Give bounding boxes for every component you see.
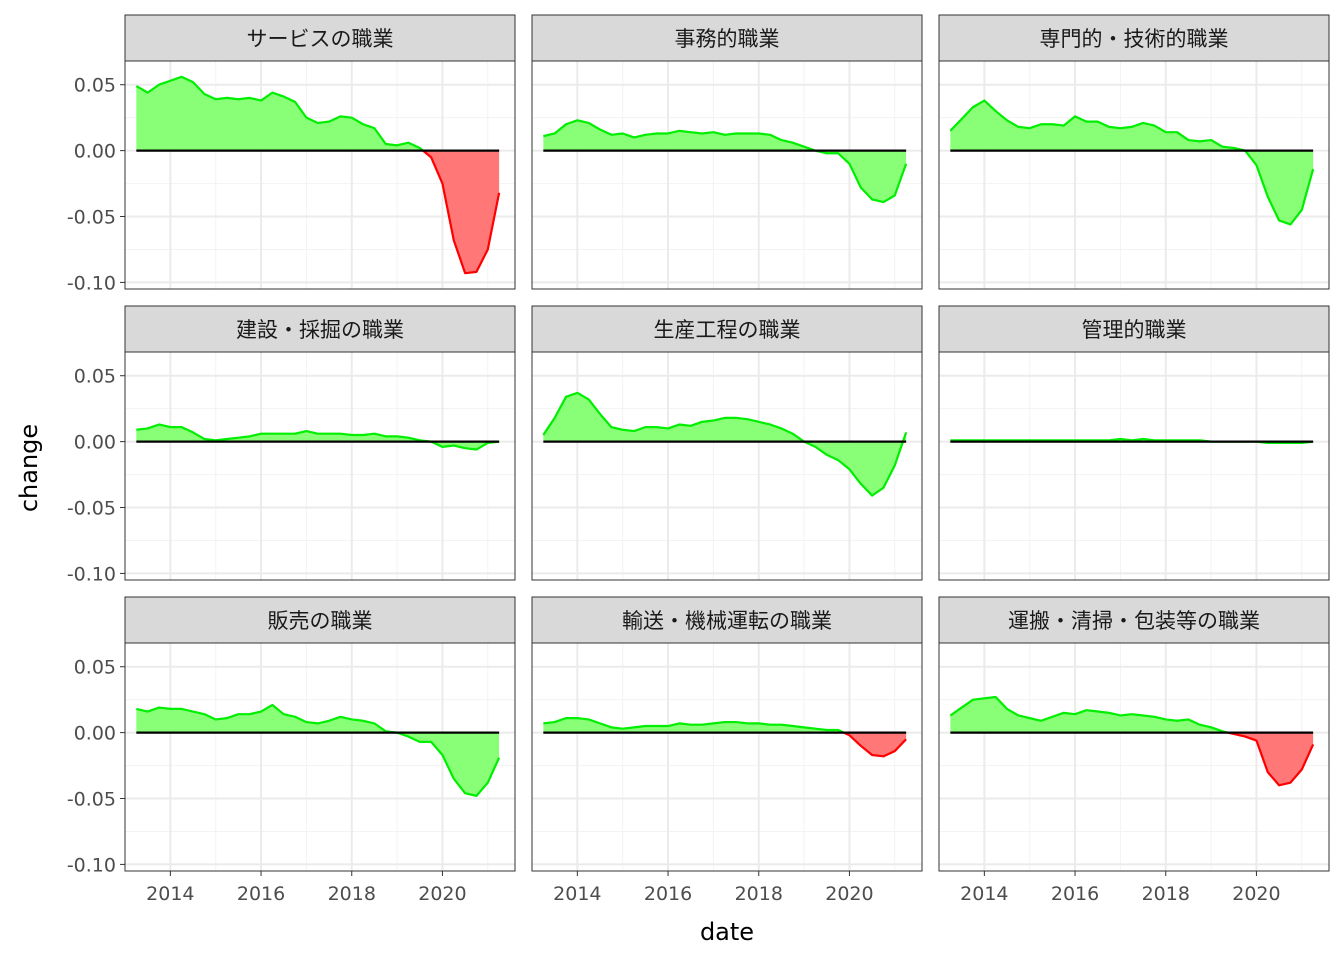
facet-strip — [531, 14, 923, 62]
positive-area — [136, 76, 424, 151]
negative-line — [843, 731, 907, 758]
facet-panel-8: 輸送・機械運転の職業 2014 2016 2018 2020 — [531, 596, 923, 905]
facet-strip — [938, 14, 1330, 62]
facet-strip-label: 販売の職業 — [268, 609, 373, 633]
facet-strip-label: サービスの職業 — [247, 27, 394, 51]
positive-line — [542, 391, 904, 497]
facet-panel-5: 生産工程の職業 — [531, 305, 923, 581]
panel-border — [531, 60, 923, 290]
positive-area — [543, 392, 903, 496]
facet-strip — [124, 14, 516, 62]
x-tick-label: 2014 — [960, 883, 1008, 905]
facet-strip-label: 輸送・機械運転の職業 — [622, 609, 832, 633]
y-tick-label: -0.10 — [67, 563, 116, 585]
facet-panel-4: 建設・採掘の職業 -0.10 -0.05 0.00 0.05 — [67, 305, 516, 585]
panel-border — [938, 60, 1330, 290]
facet-strip — [531, 596, 923, 644]
positive-line — [136, 423, 500, 451]
x-tick-label: 2016 — [237, 883, 285, 905]
y-tick-label: 0.05 — [74, 75, 116, 97]
y-tick-label: -0.10 — [67, 272, 116, 294]
x-tick-label: 2016 — [1051, 883, 1099, 905]
negative-line — [422, 149, 501, 275]
y-tick-label: 0.05 — [74, 366, 116, 388]
x-tick-label: 2014 — [146, 883, 194, 905]
panel-border — [531, 351, 923, 581]
y-tick-label: -0.05 — [67, 498, 116, 520]
positive-area — [950, 100, 1314, 225]
positive-area — [136, 704, 500, 796]
positive-line — [949, 695, 1229, 734]
y-tick-label: 0.00 — [74, 723, 116, 745]
facet-strip-label: 運搬・清掃・包装等の職業 — [1008, 609, 1260, 633]
facet-strip — [938, 305, 1330, 353]
facet-strip-label: 建設・採掘の職業 — [236, 318, 404, 342]
facet-strip — [531, 305, 923, 353]
panel-background — [532, 643, 922, 871]
panel-background — [939, 352, 1329, 580]
positive-area — [950, 697, 1229, 733]
negative-area — [1228, 732, 1314, 786]
negative-line — [1227, 731, 1315, 787]
facet-panel-3: 専門的・技術的職業 — [938, 14, 1330, 290]
panel-background — [125, 352, 515, 580]
positive-line — [136, 703, 501, 797]
x-tick-label: 2020 — [1232, 883, 1280, 905]
facet-strip — [938, 596, 1330, 644]
x-tick-label: 2018 — [735, 883, 783, 905]
panel-border — [124, 60, 516, 290]
y-axis-title: change — [15, 424, 43, 512]
facet-strip-label: 専門的・技術的職業 — [1040, 27, 1229, 51]
panel-border — [124, 351, 516, 581]
panel-border — [938, 642, 1330, 872]
facet-strip-label: 生産工程の職業 — [654, 318, 801, 342]
panel-border — [938, 351, 1330, 581]
y-tick-label: 0.05 — [74, 657, 116, 679]
positive-line — [543, 717, 845, 734]
y-tick-label: -0.05 — [67, 207, 116, 229]
x-tick-label: 2020 — [825, 883, 873, 905]
x-axis-title: date — [700, 918, 754, 946]
negative-area — [843, 732, 907, 757]
positive-line — [901, 432, 908, 442]
facet-panel-7: 販売の職業 -0.10 -0.05 0.00 0.05 2014 2016 2018 2020 — [67, 596, 516, 905]
y-tick-label: 0.00 — [74, 141, 116, 163]
facet-panel-1: サービスの職業 -0.10 -0.05 0.00 0.05 — [67, 14, 516, 294]
x-tick-label: 2018 — [328, 883, 376, 905]
facet-strip — [124, 596, 516, 644]
x-tick-label: 2016 — [644, 883, 692, 905]
y-tick-label: -0.05 — [67, 789, 116, 811]
x-tick-label: 2018 — [1142, 883, 1190, 905]
positive-area — [543, 120, 907, 203]
positive-area — [136, 424, 500, 450]
positive-line — [543, 119, 908, 204]
positive-line — [949, 99, 1315, 226]
facet-strip — [124, 305, 516, 353]
positive-line — [135, 75, 424, 152]
x-tick-label: 2014 — [553, 883, 601, 905]
x-tick-label: 2020 — [418, 883, 466, 905]
facet-panel-6: 管理的職業 — [938, 305, 1330, 581]
facet-strip-label: 管理的職業 — [1082, 318, 1187, 342]
panel-border — [531, 642, 923, 872]
facet-strip-label: 事務的職業 — [675, 27, 780, 51]
facet-panel-9: 運搬・清掃・包装等の職業 2014 2016 2018 2020 — [938, 596, 1330, 905]
y-tick-label: -0.10 — [67, 854, 116, 876]
facet-panel-2: 事務的職業 — [531, 14, 923, 290]
panel-border — [124, 642, 516, 872]
y-tick-label: 0.00 — [74, 432, 116, 454]
